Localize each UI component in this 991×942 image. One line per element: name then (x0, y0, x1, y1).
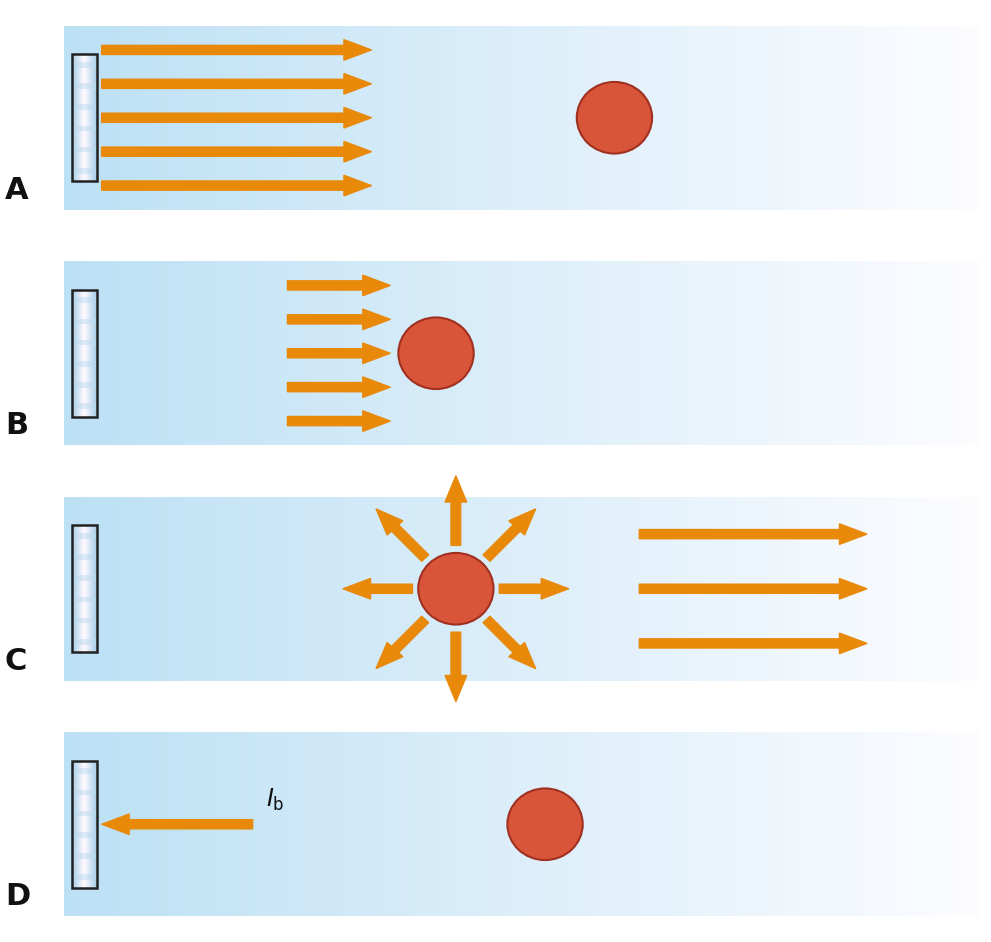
FancyArrow shape (102, 73, 372, 94)
Bar (72, 811, 97, 817)
Bar (72, 105, 97, 110)
Bar (72, 789, 97, 795)
Bar (72, 125, 97, 131)
Bar (72, 761, 97, 887)
Bar (72, 62, 97, 68)
Bar (72, 298, 97, 303)
FancyArrow shape (343, 578, 412, 599)
Text: C: C (5, 647, 28, 676)
Circle shape (577, 82, 652, 154)
Text: D: D (5, 883, 30, 912)
Text: $I_{\mathrm{b}}$: $I_{\mathrm{b}}$ (266, 787, 284, 813)
FancyArrow shape (639, 633, 867, 654)
Text: A: A (5, 176, 29, 205)
FancyArrow shape (287, 275, 390, 296)
Circle shape (418, 553, 494, 625)
Bar (72, 596, 97, 602)
Bar (72, 147, 97, 153)
Circle shape (398, 317, 474, 389)
Bar (72, 853, 97, 859)
FancyArrow shape (102, 107, 372, 128)
Bar (72, 526, 97, 652)
Bar (72, 639, 97, 644)
FancyArrow shape (102, 814, 253, 835)
Bar (72, 318, 97, 324)
Bar (72, 168, 97, 173)
FancyArrow shape (287, 343, 390, 364)
Bar (72, 618, 97, 624)
Bar (72, 340, 97, 346)
Circle shape (507, 788, 583, 860)
FancyArrow shape (287, 377, 390, 398)
FancyArrow shape (499, 578, 569, 599)
FancyArrow shape (639, 578, 867, 599)
Bar (72, 576, 97, 581)
Bar (72, 55, 97, 181)
FancyArrow shape (102, 175, 372, 196)
FancyArrow shape (376, 616, 429, 669)
FancyArrow shape (102, 40, 372, 60)
FancyArrow shape (483, 616, 536, 669)
Text: B: B (5, 412, 28, 441)
Bar (72, 874, 97, 880)
FancyArrow shape (445, 476, 467, 545)
Bar (72, 403, 97, 409)
Bar (72, 83, 97, 89)
Bar (72, 361, 97, 366)
Bar (72, 769, 97, 774)
Bar (72, 290, 97, 416)
FancyArrow shape (639, 524, 867, 544)
Bar (72, 382, 97, 388)
FancyArrow shape (287, 411, 390, 431)
FancyArrow shape (102, 141, 372, 162)
FancyArrow shape (287, 309, 390, 330)
FancyArrow shape (445, 632, 467, 702)
Bar (72, 554, 97, 560)
Bar (72, 832, 97, 837)
Bar (72, 533, 97, 539)
FancyArrow shape (376, 509, 429, 561)
FancyArrow shape (483, 509, 536, 561)
